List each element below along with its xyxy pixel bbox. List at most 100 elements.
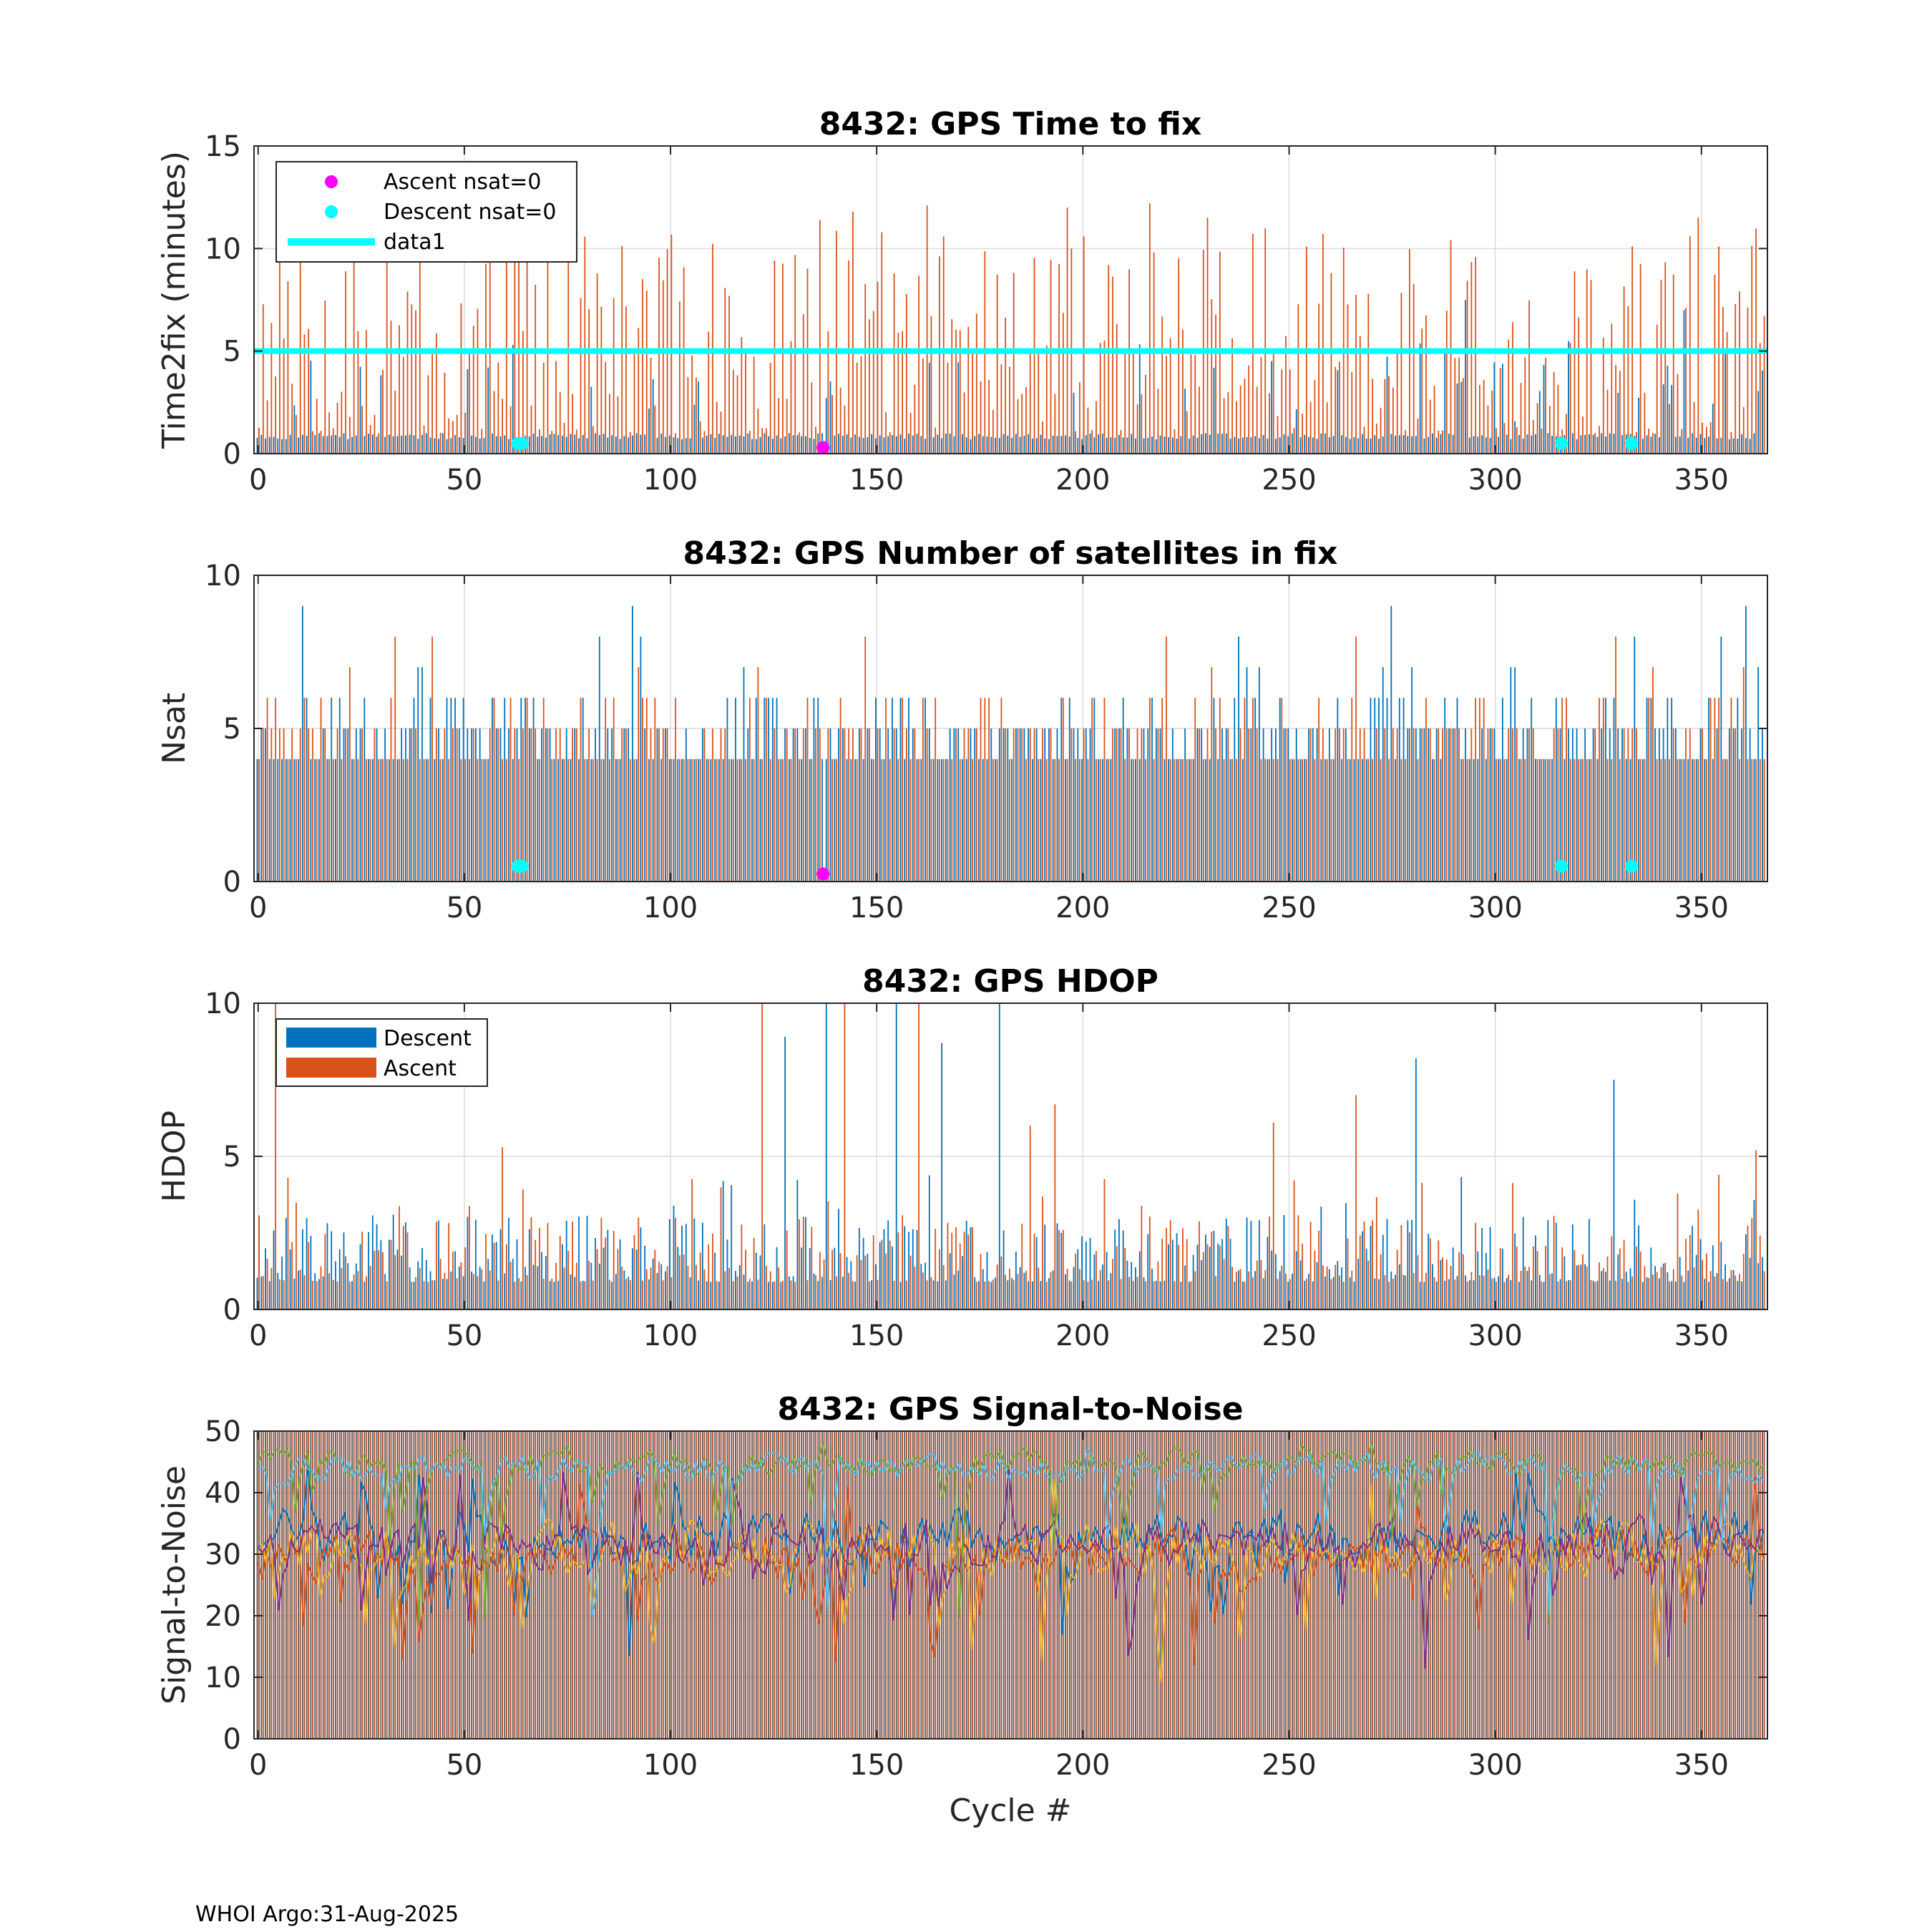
descent-bar bbox=[722, 1181, 724, 1309]
descent-bar bbox=[755, 1252, 757, 1309]
x-tick-label: 200 bbox=[1055, 1749, 1110, 1782]
ascent-bar bbox=[448, 1223, 450, 1309]
descent-bar bbox=[1341, 1267, 1343, 1309]
ascent-bar bbox=[386, 758, 388, 882]
descent-bar bbox=[1110, 758, 1112, 882]
ascent-bar bbox=[757, 1279, 759, 1309]
descent-bar bbox=[1460, 758, 1463, 882]
descent-bar bbox=[850, 1261, 852, 1309]
descent-bar bbox=[1605, 1272, 1606, 1309]
ascent-bar bbox=[1174, 758, 1176, 882]
snr-background-bar bbox=[1478, 1431, 1480, 1739]
ascent-bar bbox=[1759, 343, 1761, 454]
descent-bar bbox=[619, 758, 621, 882]
descent-bar bbox=[1378, 439, 1380, 454]
snr-background-bar bbox=[1667, 1431, 1669, 1739]
ascent-bar bbox=[935, 427, 937, 454]
ascent-bar bbox=[530, 1217, 532, 1309]
descent-bar bbox=[1176, 758, 1178, 882]
snr-background-bar bbox=[600, 1431, 602, 1739]
descent-bar bbox=[829, 728, 831, 882]
ascent-bar bbox=[1672, 274, 1674, 454]
ascent-bar bbox=[778, 398, 780, 454]
ascent-bar bbox=[1524, 758, 1526, 882]
descent-bar bbox=[1188, 758, 1190, 882]
snr-background-bar bbox=[396, 1431, 399, 1739]
descent-bar bbox=[1101, 758, 1103, 882]
snr-background-bar bbox=[635, 1431, 638, 1739]
descent-bar bbox=[1440, 1259, 1442, 1309]
snr-background-bar bbox=[1398, 1431, 1400, 1739]
ascent-bar bbox=[942, 758, 945, 882]
descent-bar bbox=[1048, 439, 1050, 454]
descent-bar bbox=[1518, 434, 1520, 454]
ascent-bar bbox=[1244, 1282, 1246, 1309]
descent-bar bbox=[1419, 1282, 1421, 1309]
x-tick-label: 200 bbox=[1055, 892, 1110, 924]
ascent-bar bbox=[452, 728, 454, 882]
snr-background-bar bbox=[1174, 1431, 1176, 1739]
snr-background-bar bbox=[1314, 1431, 1316, 1739]
ascent-bar bbox=[782, 263, 784, 454]
snr-background-bar bbox=[1209, 1431, 1211, 1739]
descent-bar bbox=[759, 1255, 761, 1309]
ascent-bar bbox=[1157, 728, 1159, 882]
descent-bar bbox=[1423, 438, 1425, 454]
ascent-bar bbox=[1066, 1269, 1068, 1309]
descent-bar bbox=[998, 1003, 1000, 1309]
ascent-bar bbox=[633, 758, 635, 882]
descent-bar bbox=[970, 728, 972, 882]
snr-background-bar bbox=[298, 1431, 299, 1739]
descent-bar bbox=[1555, 698, 1557, 882]
snr-background-bar bbox=[341, 1431, 343, 1739]
snr-background-bar bbox=[748, 1431, 751, 1739]
ascent-bar bbox=[819, 1252, 821, 1309]
ascent-bar bbox=[1635, 1246, 1637, 1309]
ascent-bar bbox=[1075, 431, 1077, 454]
snr-background-bar bbox=[1623, 1431, 1625, 1739]
ascent-bar bbox=[790, 341, 792, 454]
ascent-bar bbox=[526, 1275, 528, 1309]
descent-bar bbox=[990, 436, 992, 454]
descent-bar bbox=[553, 434, 555, 454]
snr-background-bar bbox=[1536, 1431, 1538, 1739]
ascent-bar bbox=[1169, 758, 1171, 882]
descent-bar bbox=[834, 435, 836, 454]
descent-bar bbox=[1246, 667, 1248, 882]
descent-bar bbox=[829, 1279, 831, 1309]
descent-bar bbox=[1407, 436, 1409, 454]
snr-background-bar bbox=[1048, 1431, 1050, 1739]
ascent-bar bbox=[312, 431, 313, 454]
ascent-bar bbox=[1755, 758, 1757, 882]
descent-bar bbox=[1283, 434, 1285, 454]
snr-background-bar bbox=[1677, 1431, 1679, 1739]
descent-bar bbox=[438, 728, 439, 882]
descent-bar bbox=[1295, 728, 1297, 882]
ascent-bar bbox=[303, 698, 306, 882]
ascent-bar bbox=[1359, 728, 1361, 882]
ascent-bar bbox=[1553, 728, 1555, 882]
descent-bar bbox=[537, 1266, 539, 1309]
ascent-bar bbox=[1017, 1274, 1019, 1309]
descent-bar bbox=[953, 436, 955, 454]
ascent-bar bbox=[1635, 728, 1637, 882]
snr-background-bar bbox=[668, 1431, 670, 1739]
y-tick-label: 0 bbox=[223, 1723, 241, 1756]
descent-bar bbox=[698, 381, 699, 454]
ascent-bar bbox=[930, 758, 932, 882]
snr-background-bar bbox=[1169, 1431, 1171, 1739]
descent-bar bbox=[277, 758, 279, 882]
descent-bar bbox=[1077, 1249, 1079, 1309]
descent-bar bbox=[1225, 433, 1227, 454]
ascent-bar bbox=[774, 260, 776, 454]
snr-background-bar bbox=[904, 1431, 906, 1739]
ascent-bar bbox=[988, 380, 990, 454]
ascent-bar bbox=[757, 667, 759, 882]
ascent-bar bbox=[1248, 1271, 1250, 1309]
ascent-bar bbox=[869, 1281, 870, 1309]
ascent-bar bbox=[1599, 1262, 1600, 1309]
descent-bar bbox=[1646, 435, 1648, 454]
snr-background-bar bbox=[1256, 1431, 1258, 1739]
descent-bar bbox=[941, 438, 943, 454]
snr-background-bar bbox=[745, 1431, 746, 1739]
